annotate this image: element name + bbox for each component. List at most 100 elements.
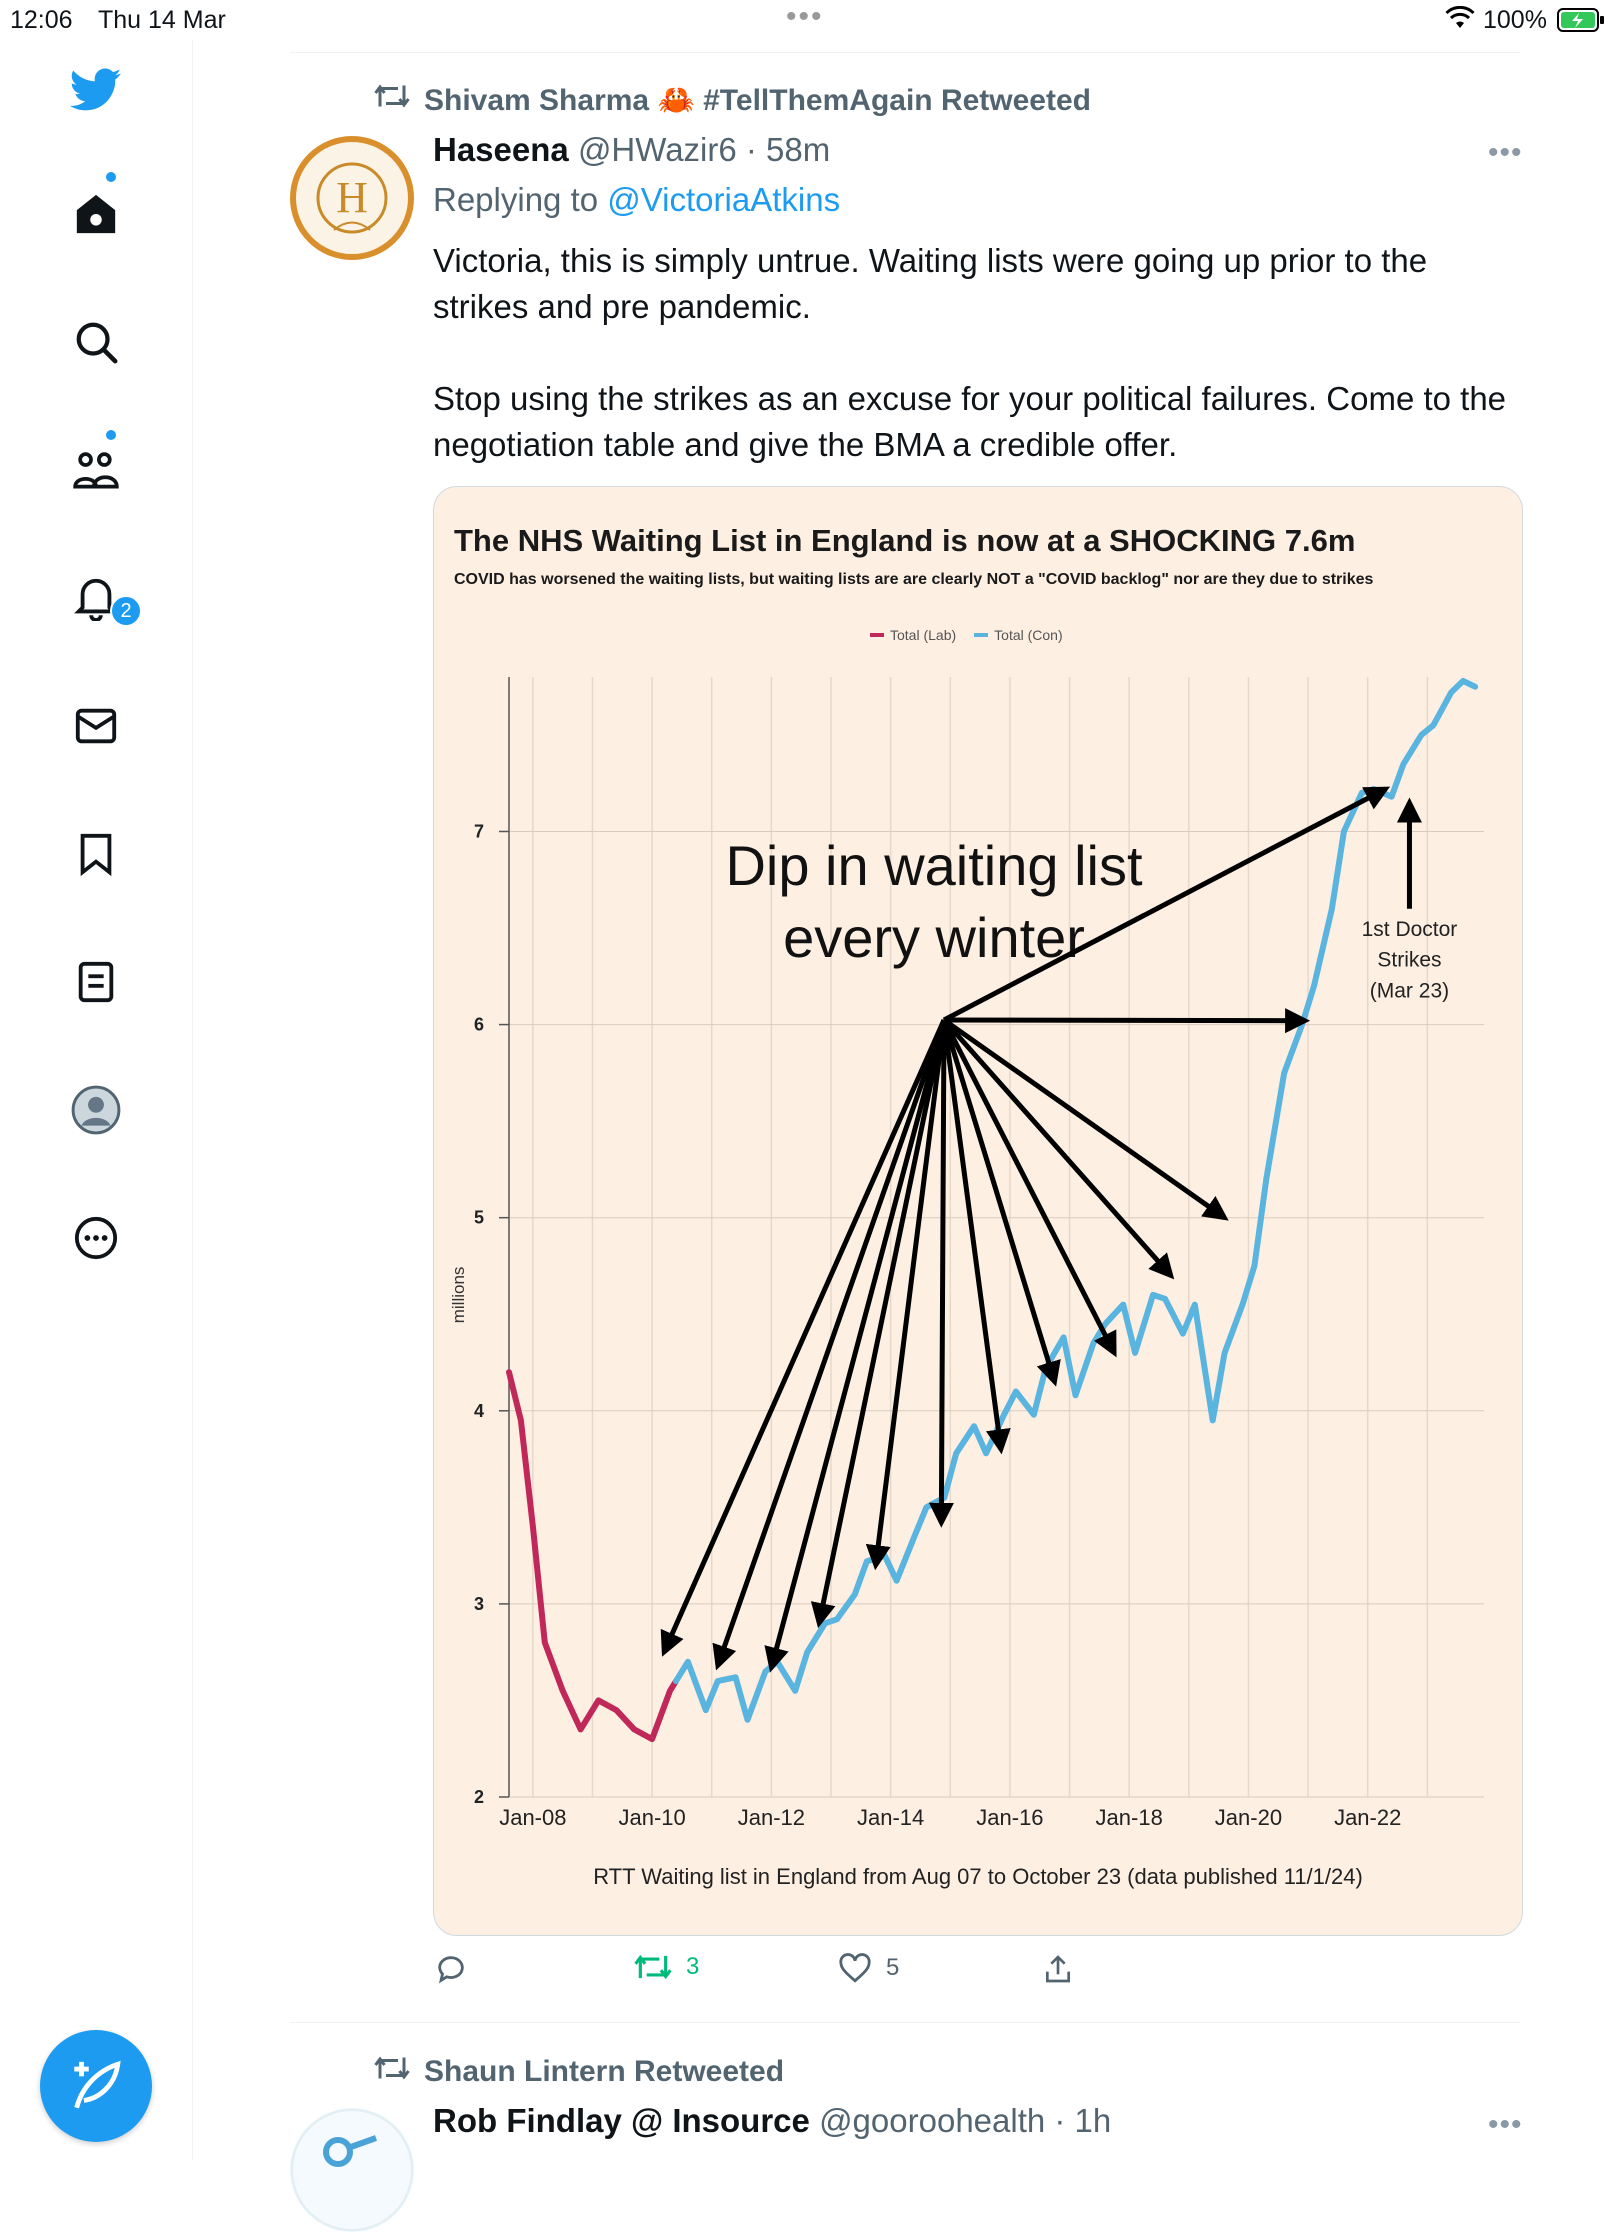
- profile-avatar-icon[interactable]: [68, 1082, 124, 1138]
- tweet-divider: [290, 2022, 1520, 2023]
- annotation-strike-line1: 1st Doctor: [1362, 918, 1458, 941]
- annotation-dip-line2: every winter: [783, 906, 1085, 969]
- like-count: 5: [886, 1954, 900, 1981]
- battery-icon: [1557, 8, 1605, 39]
- chart-plot: 2 3 4 5 6 7 millions Jan-08 Jan-10 Jan-12 Jan-14 Ja…: [449, 677, 1484, 1889]
- retweet-icon: [374, 2054, 410, 2090]
- home-new-dot: [106, 172, 116, 182]
- author-avatar[interactable]: H: [290, 136, 414, 260]
- chart-legend: Total (Lab) Total (Con): [870, 627, 1063, 643]
- retweet-context-text: Shivam Sharma 🦀 #TellThemAgain Retweeted: [424, 83, 1091, 117]
- annotation-arrow: [942, 1018, 1175, 1280]
- legend-label-lab: Total (Lab): [890, 627, 957, 643]
- y-tick-label: 4: [474, 1401, 484, 1421]
- author-avatar[interactable]: [290, 2108, 414, 2232]
- annotation-arrow: [712, 1019, 947, 1671]
- tweet-more-icon[interactable]: •••: [1488, 136, 1523, 169]
- annotation-arrow: [865, 1019, 947, 1571]
- y-tick-label: 2: [474, 1787, 484, 1807]
- tweet-paragraph: Victoria, this is simply untrue. Waiting…: [433, 242, 1428, 325]
- status-bar: 12:06 Thu 14 Mar ••• 100%: [0, 0, 1620, 40]
- more-options-icon[interactable]: [68, 1210, 124, 1266]
- battery-percent: 100%: [1483, 6, 1547, 34]
- author-handle[interactable]: @HWazir6 · 58m: [577, 131, 831, 168]
- x-tick-label: Jan-16: [976, 1805, 1043, 1830]
- explore-search-icon[interactable]: [68, 314, 124, 370]
- notifications-bell-icon[interactable]: [68, 570, 124, 626]
- x-tick-label: Jan-10: [618, 1805, 685, 1830]
- legend-label-con: Total (Con): [994, 627, 1063, 643]
- annotation-arrow: [943, 1008, 1311, 1034]
- x-tick-label: Jan-08: [499, 1805, 566, 1830]
- author-handle[interactable]: @gooroohealth · 1h: [819, 2102, 1112, 2139]
- messages-envelope-icon[interactable]: [68, 698, 124, 754]
- bookmarks-icon[interactable]: [68, 826, 124, 882]
- twitter-logo-icon[interactable]: [68, 62, 124, 118]
- retweet-count: 3: [686, 1953, 700, 1980]
- chart-subtitle: COVID has worsened the waiting lists, bu…: [454, 571, 1374, 588]
- legend-item-lab: Total (Lab): [870, 627, 956, 643]
- notifications-badge: 2: [110, 595, 142, 627]
- home-icon[interactable]: [68, 186, 124, 242]
- reply-icon: [438, 1956, 464, 1984]
- share-icon: [1046, 1955, 1070, 1983]
- tweet-paragraph: Stop using the strikes as an excuse for …: [433, 380, 1507, 463]
- y-axis-label: millions: [449, 1267, 468, 1324]
- series-line-lab: [506, 1369, 679, 1743]
- y-tick-label: 6: [474, 1015, 484, 1035]
- status-time: 12:06: [10, 6, 73, 34]
- x-axis-caption: RTT Waiting list in England from Aug 07 …: [593, 1864, 1363, 1889]
- like-button[interactable]: 5: [838, 1952, 899, 1984]
- communities-new-dot: [106, 430, 116, 440]
- annotation-strike-line3: (Mar 23): [1370, 980, 1449, 1003]
- chart-title: The NHS Waiting List in England is now a…: [454, 523, 1356, 558]
- retweet-context[interactable]: Shivam Sharma 🦀 #TellThemAgain Retweeted: [374, 82, 1091, 118]
- replying-mention-link[interactable]: @VictoriaAtkins: [607, 181, 841, 218]
- status-date: Thu 14 Mar: [98, 6, 226, 34]
- annotation-strike-line2: Strikes: [1377, 949, 1441, 972]
- annotation-arrow: [928, 1019, 954, 1528]
- annotation-arrow: [941, 1019, 1011, 1455]
- compose-tweet-button[interactable]: [40, 2030, 152, 2142]
- heart-icon: [839, 1953, 871, 1983]
- reply-button[interactable]: [434, 1952, 482, 1986]
- x-tick-label: Jan-18: [1096, 1805, 1163, 1830]
- replying-to: Replying to @VictoriaAtkins: [433, 181, 840, 219]
- x-tick-label: Jan-20: [1215, 1805, 1282, 1830]
- retweet-icon: [374, 82, 410, 118]
- y-tick-label: 3: [474, 1594, 484, 1614]
- x-tick-label: Jan-22: [1334, 1805, 1401, 1830]
- annotation-arrow: [764, 1019, 947, 1673]
- tweet-author[interactable]: Rob Findlay @ Insource @gooroohealth · 1…: [433, 2102, 1111, 2140]
- tweet-media-chart[interactable]: The NHS Waiting List in England is now a…: [433, 486, 1523, 1936]
- annotation-arrow: [660, 1018, 947, 1657]
- retweet-action-icon: [634, 1954, 672, 1980]
- author-name[interactable]: Haseena: [433, 131, 569, 168]
- svg-text:H: H: [336, 173, 368, 222]
- annotation-arrow: [810, 1019, 947, 1629]
- tweet-author[interactable]: Haseena @HWazir6 · 58m: [433, 131, 830, 169]
- timeline-divider: [290, 52, 1520, 53]
- annotation-arrow: [941, 1018, 1117, 1358]
- x-tick-label: Jan-14: [857, 1805, 924, 1830]
- lists-icon[interactable]: [68, 954, 124, 1010]
- y-tick-label: 7: [474, 821, 484, 841]
- wifi-icon: [1445, 5, 1475, 37]
- tweet-text: Victoria, this is simply untrue. Waiting…: [433, 238, 1513, 514]
- communities-icon[interactable]: [68, 442, 124, 498]
- share-button[interactable]: [1042, 1952, 1074, 1986]
- retweet-button[interactable]: 3: [634, 1952, 699, 1982]
- replying-prefix: Replying to: [433, 181, 608, 218]
- annotation-arrow: [941, 1019, 1061, 1387]
- retweet-context[interactable]: Shaun Lintern Retweeted: [374, 2054, 784, 2090]
- multitasking-dots-icon[interactable]: •••: [786, 0, 824, 33]
- author-name[interactable]: Rob Findlay @ Insource: [433, 2102, 810, 2139]
- x-tick-label: Jan-12: [738, 1805, 805, 1830]
- annotation-arrow: [942, 786, 1391, 1023]
- series-line-con: [673, 677, 1479, 1723]
- y-tick-label: 5: [474, 1208, 484, 1228]
- tweet-more-icon[interactable]: •••: [1488, 2108, 1523, 2141]
- sidebar-nav: 2: [0, 40, 193, 2160]
- annotation-dip-line1: Dip in waiting list: [725, 834, 1142, 897]
- annotation-arrow: [942, 1017, 1229, 1221]
